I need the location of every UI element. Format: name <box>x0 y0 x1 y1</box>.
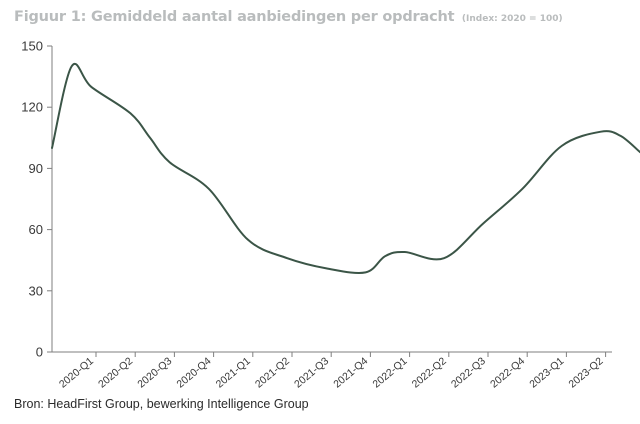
y-tick-label: 30 <box>29 283 43 298</box>
x-tick-label: 2021-Q1 <box>214 355 253 391</box>
x-tick-label: 2023-Q1 <box>527 355 566 391</box>
x-tick-label: 2022-Q4 <box>488 355 527 391</box>
chart-title: Figuur 1: Gemiddeld aantal aanbiedingen … <box>14 6 563 25</box>
chart-title-main: Figuur 1: Gemiddeld aantal aanbiedingen … <box>14 9 455 25</box>
series-line <box>51 63 640 274</box>
x-tick-label: 2022-Q1 <box>371 355 410 391</box>
x-tick-label: 2020-Q4 <box>175 355 214 391</box>
y-tick-label: 0 <box>36 345 43 360</box>
x-tick-label: 2020-Q1 <box>57 355 96 391</box>
x-tick-label: 2020-Q3 <box>135 355 174 391</box>
y-tick-label: 60 <box>29 222 43 237</box>
x-tick-label: 2020-Q2 <box>96 355 135 391</box>
source-note: Bron: HeadFirst Group, bewerking Intelli… <box>14 397 309 411</box>
x-tick-label: 2021-Q2 <box>253 355 292 391</box>
y-tick-label: 90 <box>29 161 43 176</box>
x-tick-label: 2022-Q2 <box>410 355 449 391</box>
y-tick-label: 150 <box>21 39 43 54</box>
x-tick-label: 2021-Q4 <box>331 355 370 391</box>
chart-subtitle: (Index: 2020 = 100) <box>461 14 563 24</box>
y-tick-label: 120 <box>21 100 43 115</box>
x-tick-label: 2023-Q2 <box>567 355 606 391</box>
x-tick-label: 2022-Q3 <box>449 355 488 391</box>
x-tick-label: 2021-Q3 <box>292 355 331 391</box>
